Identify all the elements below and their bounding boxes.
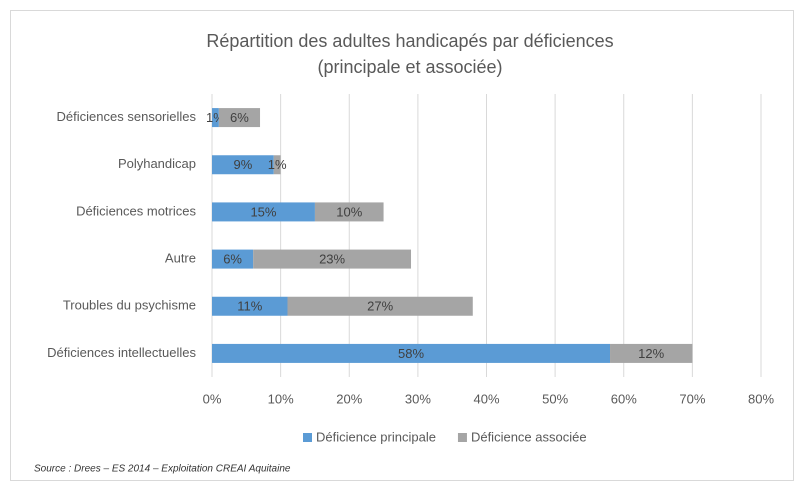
data-label: 6% bbox=[223, 252, 242, 267]
source: Source : Drees – ES 2014 – Exploitation … bbox=[34, 464, 291, 475]
chart-title: Répartition des adultes handicapés par d… bbox=[206, 31, 613, 51]
y-tick-label: Polyhandicap bbox=[118, 156, 196, 171]
bar-segment bbox=[212, 202, 315, 222]
y-tick-label: Autre bbox=[165, 251, 196, 266]
y-tick-label: Troubles du psychisme bbox=[63, 298, 196, 313]
data-label: 1% bbox=[268, 157, 287, 172]
chart-border bbox=[10, 10, 794, 481]
data-label: 27% bbox=[367, 299, 393, 314]
bar-segment bbox=[212, 108, 219, 128]
bar-segment bbox=[314, 202, 384, 222]
x-tick-label: 10% bbox=[268, 391, 294, 406]
x-tick-label: 30% bbox=[405, 391, 431, 406]
y-tick-label: Déficiences motrices bbox=[76, 203, 196, 218]
legend-label: Déficience associée bbox=[471, 429, 587, 444]
data-label: 9% bbox=[233, 157, 252, 172]
bar-segment bbox=[212, 343, 611, 363]
legend-swatch bbox=[303, 433, 312, 442]
chart-subtitle: (principale et associée) bbox=[317, 57, 502, 77]
bar-segment bbox=[253, 249, 412, 269]
data-label: 10% bbox=[336, 204, 362, 219]
x-tick-label: 80% bbox=[748, 391, 774, 406]
x-tick-label: 70% bbox=[679, 391, 705, 406]
data-label: 23% bbox=[319, 252, 345, 267]
data-label: 12% bbox=[638, 346, 664, 361]
bar-segment bbox=[610, 343, 693, 363]
x-tick-label: 60% bbox=[611, 391, 637, 406]
bar-segment bbox=[273, 155, 281, 175]
legend-label: Déficience principale bbox=[316, 429, 436, 444]
bar-segment bbox=[212, 249, 254, 269]
bar-segment bbox=[212, 155, 274, 175]
data-label: 58% bbox=[398, 346, 424, 361]
data-label: 6% bbox=[230, 110, 249, 125]
y-tick-label: Déficiences sensorielles bbox=[57, 109, 197, 124]
legend-swatch bbox=[457, 433, 467, 442]
x-tick-label: 0% bbox=[203, 391, 222, 406]
data-label: 15% bbox=[250, 204, 276, 219]
x-tick-label: 50% bbox=[542, 391, 568, 406]
bar-segment bbox=[287, 296, 473, 316]
bar-segment bbox=[218, 108, 261, 128]
x-tick-label: 40% bbox=[473, 391, 499, 406]
data-label: 11% bbox=[237, 299, 262, 314]
x-tick-label: 20% bbox=[336, 391, 362, 406]
bar-segment bbox=[212, 296, 288, 316]
y-tick-label: Déficiences intellectuelles bbox=[47, 345, 196, 360]
